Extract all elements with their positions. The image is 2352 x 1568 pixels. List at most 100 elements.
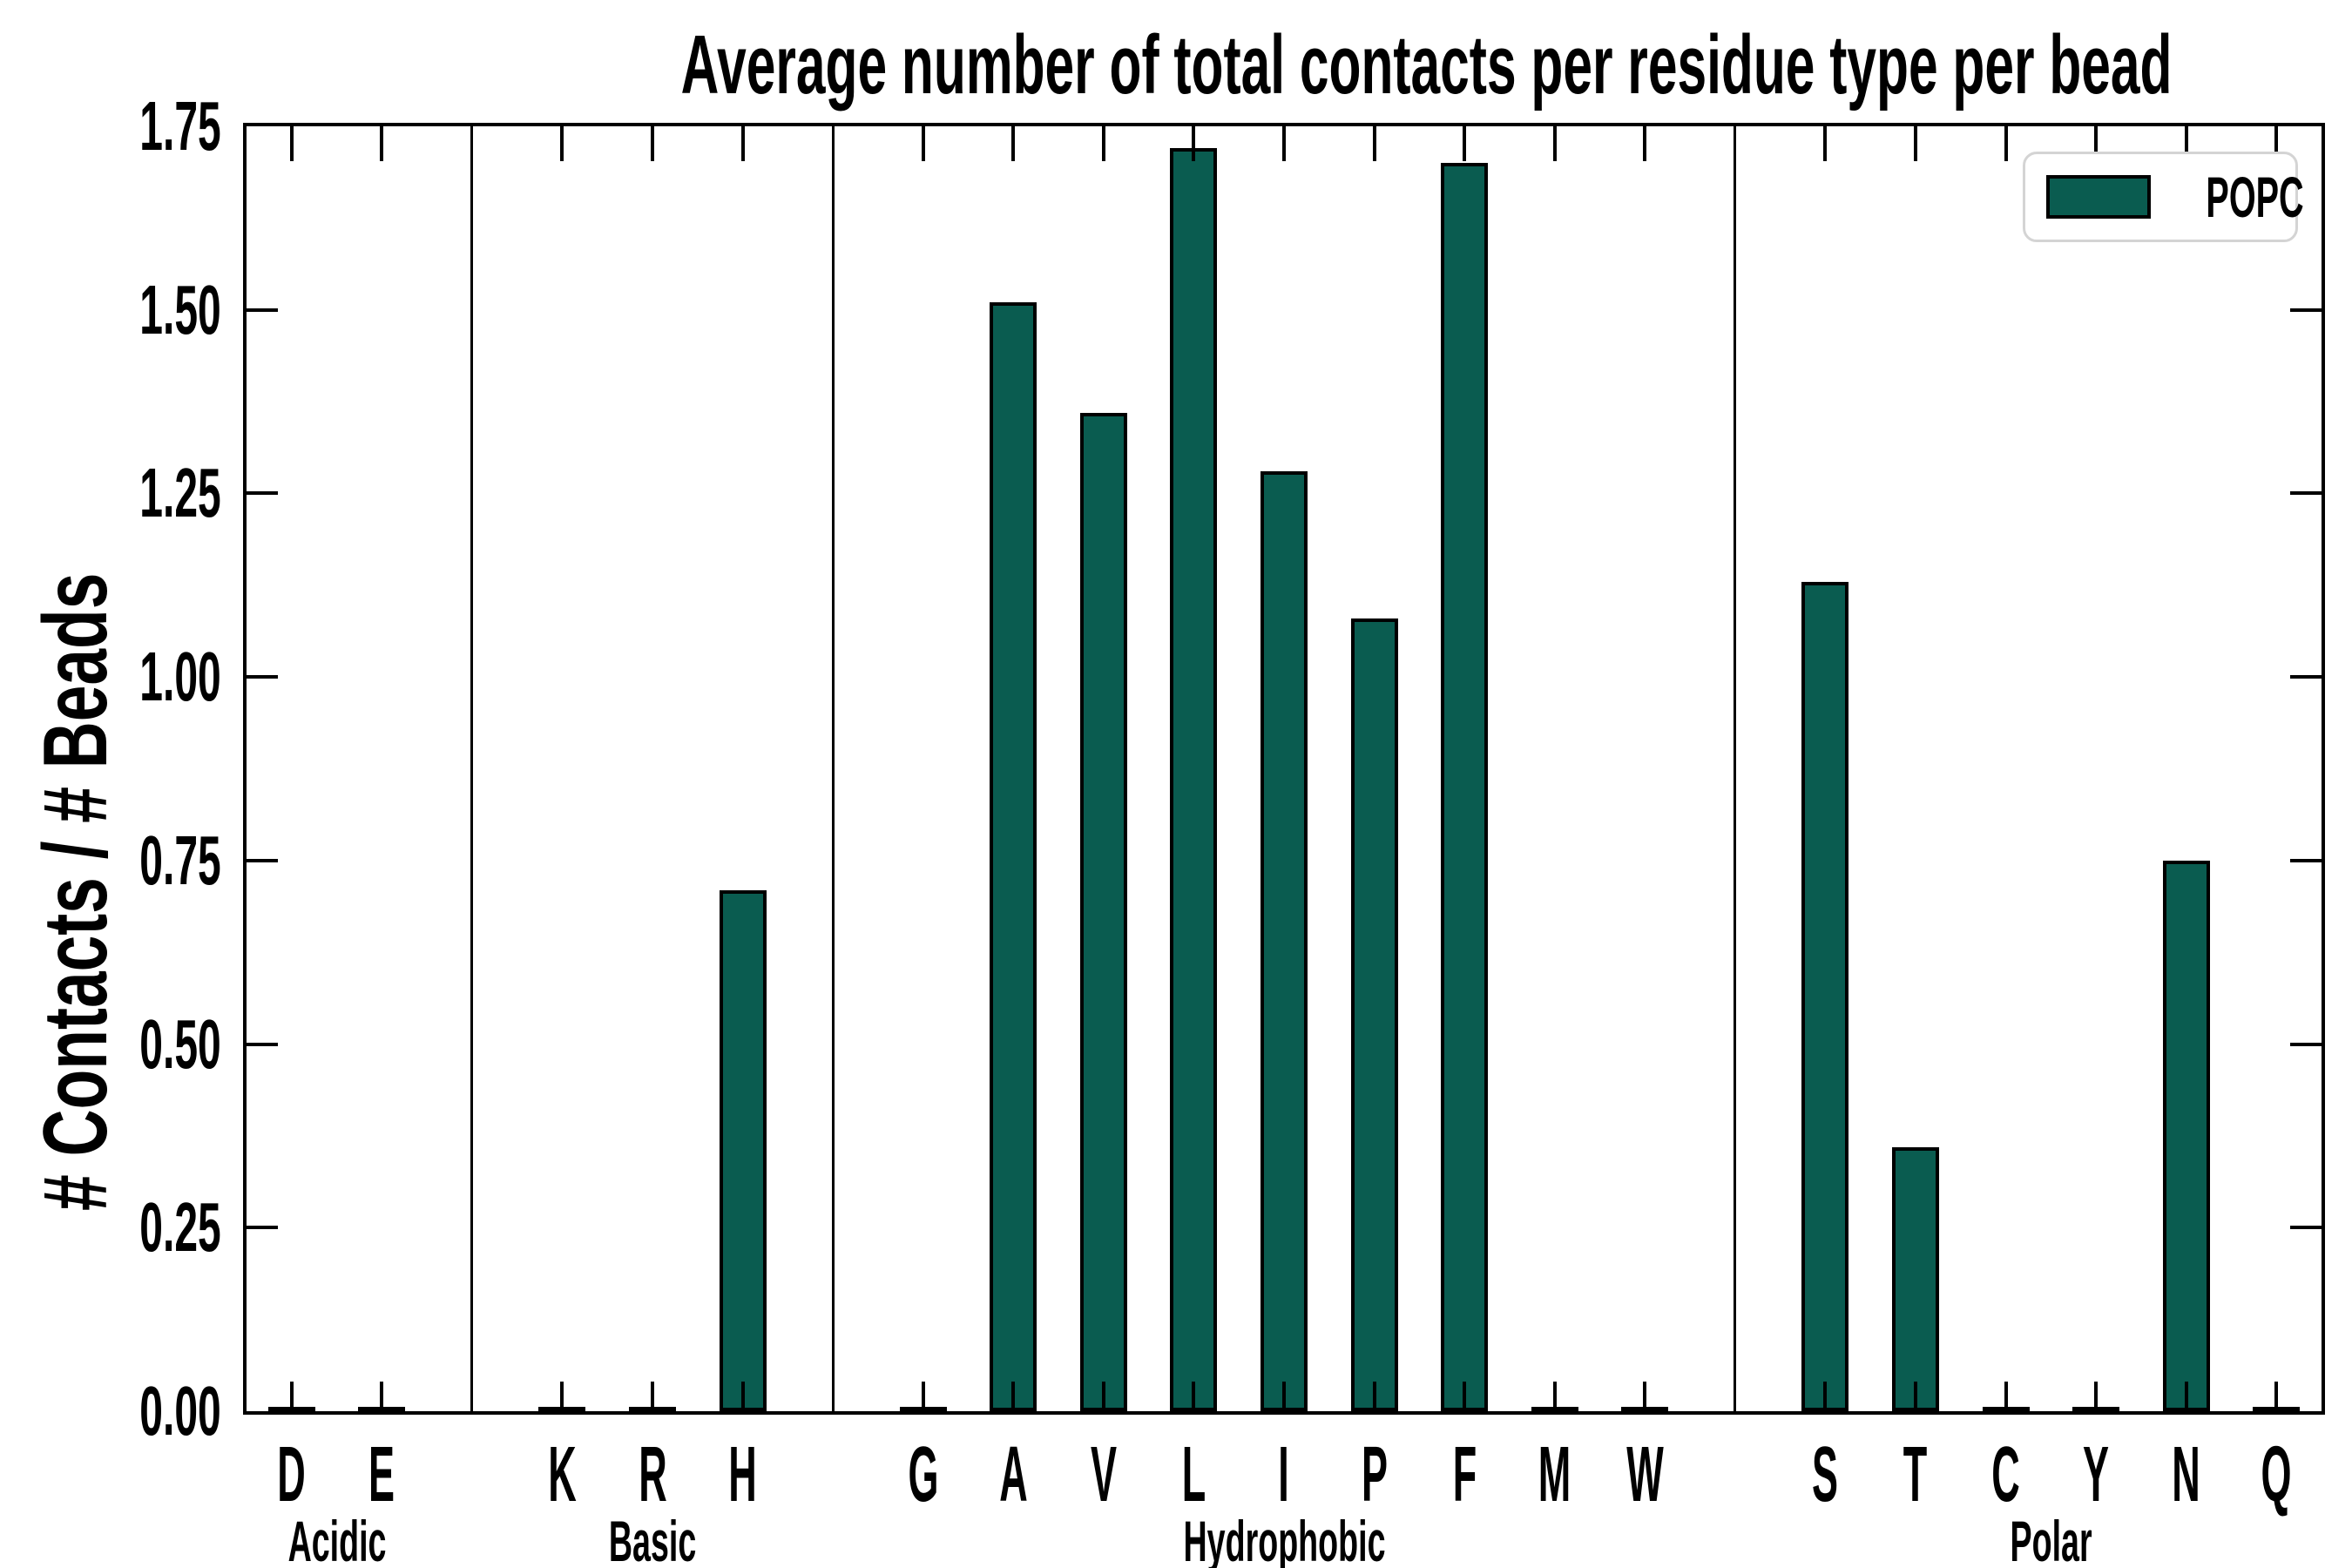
y-tick-right-0.25 [2290,1226,2322,1230]
y-tick-left-0.25 [247,1226,278,1230]
bar-I [1260,471,1308,1411]
x-tick-bottom-A [1011,1382,1016,1411]
x-tick-top-Q [2274,126,2279,161]
x-tick-label-H: H [673,1436,813,1514]
x-tick-top-L [1192,126,1196,161]
x-tick-label-D: D [222,1436,362,1514]
x-tick-bottom-C [2004,1382,2008,1411]
x-tick-label-D-text: D [277,1431,307,1518]
bar-L [1170,148,1218,1411]
x-tick-label-Q-text: Q [2261,1431,2292,1518]
x-tick-top-W [1643,126,1647,161]
x-tick-label-F-text: F [1452,1431,1477,1518]
bar-H [719,889,767,1411]
y-tick-right-1.25 [2290,491,2322,496]
group-label-basic-text: Basic [608,1509,697,1568]
y-tick-label-0.25: 0.25 [0,1188,221,1267]
y-tick-label-1.00-text: 1.00 [139,638,221,716]
x-tick-label-I: I [1214,1436,1354,1514]
x-tick-bottom-F [1463,1382,1467,1411]
x-tick-top-P [1372,126,1376,161]
x-tick-top-A [1011,126,1016,161]
x-tick-top-E [380,126,384,161]
group-label-hydrophobic-text: Hydrophobic [1183,1509,1385,1568]
x-tick-bottom-M [1552,1382,1557,1411]
bar-N [2162,860,2210,1411]
y-tick-label-0.00: 0.00 [0,1372,221,1450]
x-tick-label-K: K [492,1436,632,1514]
y-tick-left-1.00 [247,675,278,679]
y-tick-right-0.50 [2290,1042,2322,1046]
x-tick-label-V: V [1034,1436,1173,1514]
x-tick-bottom-V [1101,1382,1105,1411]
group-label-hydrophobic: Hydrophobic [1066,1512,1502,1568]
y-tick-label-1.25-text: 1.25 [139,454,221,532]
x-tick-bottom-S [1823,1382,1828,1411]
x-tick-label-K-text: K [548,1431,577,1518]
x-tick-bottom-G [921,1382,925,1411]
y-tick-label-1.00: 1.00 [0,638,221,716]
x-tick-label-L-text: L [1181,1431,1206,1518]
x-tick-label-N-text: N [2172,1431,2200,1518]
x-tick-top-I [1282,126,1286,161]
y-tick-label-1.50: 1.50 [0,271,221,349]
x-tick-bottom-H [740,1382,745,1411]
x-tick-label-A-text: A [999,1431,1028,1518]
bar-A [990,302,1037,1411]
y-tick-right-1.50 [2290,308,2322,312]
x-tick-label-W: W [1575,1436,1714,1514]
x-tick-bottom-K [560,1382,564,1411]
x-tick-top-M [1552,126,1557,161]
x-tick-top-S [1823,126,1828,161]
x-tick-label-L: L [1124,1436,1263,1514]
legend-swatch-popc [2046,175,2151,219]
x-tick-top-T [1913,126,1917,161]
y-tick-label-0.50-text: 0.50 [139,1004,221,1083]
x-tick-top-N [2184,126,2188,161]
x-tick-label-S-text: S [1812,1431,1839,1518]
y-tick-right-0.75 [2290,858,2322,862]
x-tick-label-Q: Q [2207,1436,2346,1514]
y-tick-label-1.25: 1.25 [0,454,221,532]
y-tick-left-1.25 [247,491,278,496]
y-tick-label-1.75-text: 1.75 [139,87,221,165]
group-separator-3 [1734,126,1737,1411]
x-tick-bottom-L [1192,1382,1196,1411]
y-tick-label-1.50-text: 1.50 [139,270,221,348]
x-tick-label-N: N [2117,1436,2256,1514]
x-tick-label-W-text: W [1626,1431,1664,1518]
bar-P [1350,618,1398,1411]
x-tick-bottom-R [651,1382,655,1411]
group-separator-2 [831,126,835,1411]
x-tick-label-R: R [583,1436,722,1514]
y-tick-right-1.00 [2290,675,2322,679]
group-label-acidic: Acidic [119,1512,555,1568]
group-label-polar-text: Polar [2010,1509,2092,1568]
y-tick-label-0.50: 0.50 [0,1005,221,1084]
x-tick-label-C: C [1936,1436,2076,1514]
x-tick-bottom-D [289,1382,294,1411]
x-tick-top-Y [2094,126,2099,161]
y-tick-left-0.75 [247,858,278,862]
x-tick-label-Y-text: Y [2083,1431,2110,1518]
x-tick-top-K [560,126,564,161]
group-label-basic: Basic [435,1512,870,1568]
y-tick-label-0.00-text: 0.00 [139,1372,221,1450]
x-tick-top-G [921,126,925,161]
x-tick-bottom-W [1643,1382,1647,1411]
x-tick-top-V [1101,126,1105,161]
y-tick-left-1.50 [247,308,278,312]
x-tick-bottom-Q [2274,1382,2279,1411]
x-tick-label-H-text: H [728,1431,757,1518]
y-tick-label-0.75-text: 0.75 [139,821,221,899]
x-tick-label-T-text: T [1903,1431,1928,1518]
x-tick-top-C [2004,126,2008,161]
bar-T [1891,1146,1939,1411]
x-tick-label-G: G [854,1436,993,1514]
x-tick-label-S: S [1755,1436,1895,1514]
x-tick-bottom-T [1913,1382,1917,1411]
group-label-polar: Polar [1833,1512,2268,1568]
legend-label: POPC [2206,165,2304,229]
x-tick-label-C-text: C [1991,1431,2020,1518]
